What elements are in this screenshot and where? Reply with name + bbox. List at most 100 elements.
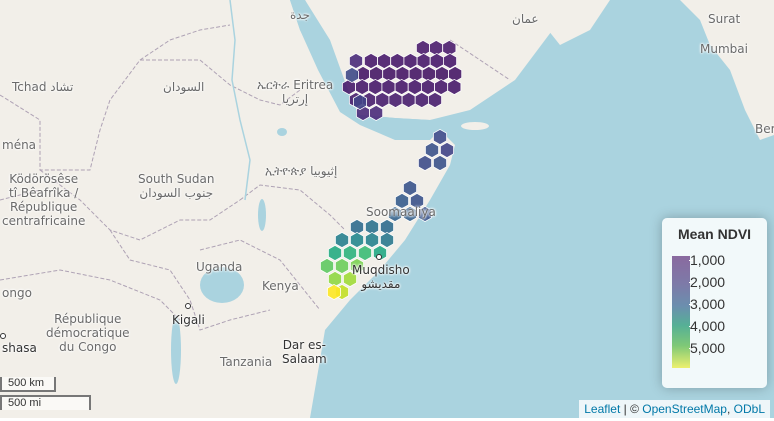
hexbin-cell[interactable] [357, 244, 373, 262]
place-label-tchad: Tchad تشاد [12, 80, 74, 94]
hexbin-cell[interactable] [348, 52, 364, 70]
gulf-of-aden [360, 115, 470, 136]
hexbin-cell[interactable] [382, 65, 397, 83]
place-label-kigali: Kigali [172, 313, 205, 327]
socotra-island [461, 122, 489, 130]
legend-tick [689, 260, 695, 261]
place-label-congo: ongo [2, 286, 32, 300]
hexbin-cell[interactable] [364, 231, 380, 249]
hexbin-cell[interactable] [402, 179, 418, 197]
hexbin-cell[interactable] [407, 78, 422, 96]
hexbin-cell[interactable] [387, 205, 403, 223]
hexbin-cell[interactable] [364, 218, 380, 236]
red-sea [290, 0, 358, 112]
osm-link[interactable]: OpenStreetMap [642, 402, 727, 416]
legend-label: 5,000 [690, 340, 726, 356]
hexbin-cell[interactable] [369, 65, 384, 83]
land-india [680, 0, 774, 140]
place-label-kinshasa: shasa [2, 341, 37, 355]
hexbin-cell[interactable] [352, 93, 368, 111]
lake-tana [277, 128, 287, 136]
hexbin-cell[interactable] [417, 205, 433, 223]
place-label-somalia: Soomaaliya [366, 205, 436, 219]
hexbin-cell[interactable] [402, 205, 418, 223]
hexbin-cell[interactable] [394, 78, 409, 96]
lake-tanganyika [171, 316, 181, 384]
hexbin-cell[interactable] [442, 52, 458, 70]
hexbin-cell[interactable] [349, 231, 365, 249]
hexbin-cell[interactable] [442, 39, 457, 57]
hexbin-cell[interactable] [394, 192, 410, 210]
hexbin-cell[interactable] [381, 78, 396, 96]
legend-tick [689, 326, 695, 327]
hexbin-cell[interactable] [439, 141, 455, 159]
hexbin-cell[interactable] [355, 78, 370, 96]
hexbin-cell[interactable] [434, 65, 450, 83]
place-label-drc: République démocratique du Congo [46, 312, 130, 354]
hexbin-cell[interactable] [415, 39, 431, 57]
hexbin-cell[interactable] [327, 244, 343, 262]
place-label-sudan: السودان [163, 80, 205, 94]
hexbin-cell[interactable] [388, 91, 403, 109]
hexbin-cell[interactable] [344, 66, 360, 84]
legend-title: Mean NDVI [677, 226, 752, 242]
place-label-surat: Surat [708, 12, 741, 26]
place-label-dar-es-salaam: Dar es- Salaam [282, 338, 327, 366]
hexbin-cell[interactable] [368, 78, 383, 96]
legend-label: 4,000 [690, 318, 726, 334]
place-label-ber: Ber [755, 122, 774, 136]
hexbin-cell[interactable] [342, 270, 358, 288]
hexbin-cell[interactable] [448, 65, 463, 83]
city-dot-mogadishu [376, 254, 382, 260]
odbl-link[interactable]: ODbL [733, 402, 765, 416]
hexbin-cell[interactable] [349, 218, 365, 236]
legend-label: 1,000 [690, 252, 726, 268]
hexbin-cell[interactable] [421, 65, 436, 83]
country-borders [0, 24, 511, 331]
legend-tick [689, 348, 695, 349]
hexbin-cell[interactable] [432, 128, 448, 146]
place-label-tanzania: Tanzania [220, 355, 273, 369]
hexbin-cell[interactable] [420, 78, 436, 96]
scale-bar-km: 500 km [0, 377, 56, 392]
place-label-ethiopia: ኢትዮጵያ إثيوبيا [265, 164, 338, 178]
hexbin-cell[interactable] [319, 257, 335, 275]
hexbin-cell[interactable] [334, 231, 350, 249]
place-label-kenya: Kenya [262, 279, 299, 293]
hexbin-cell[interactable] [375, 91, 390, 109]
hexbin-cell[interactable] [409, 192, 425, 210]
hexbin-cell[interactable] [408, 65, 423, 83]
city-dot-kigali [185, 303, 191, 309]
hexbin-cell[interactable] [327, 270, 343, 288]
hexbin-cell[interactable] [427, 91, 443, 109]
hexbin-cell[interactable] [401, 91, 416, 109]
hexbin-cell[interactable] [369, 104, 384, 122]
hexbin-cell[interactable] [424, 141, 440, 159]
land-oman [540, 0, 610, 45]
hexbin-cell[interactable] [434, 78, 449, 96]
city-dot-kinshasa [0, 333, 6, 339]
hexbin-cell[interactable] [342, 244, 358, 262]
attribution-comma: , [726, 402, 734, 416]
hexbin-cell[interactable] [447, 78, 462, 96]
hexbin-cell[interactable] [379, 231, 395, 249]
hexbin-cell[interactable] [326, 283, 342, 301]
scale-bar-mi: 500 mi [0, 395, 91, 410]
place-label-car: Ködörösêse tî Bêafrîka / République cent… [2, 172, 86, 228]
legend-tick [689, 304, 695, 305]
leaflet-link[interactable]: Leaflet [584, 402, 621, 416]
hexbin-cell[interactable] [349, 257, 365, 275]
place-label-eritrea: ኤርትራ Eritrea إرتريا [257, 78, 334, 106]
hexbin-cell[interactable] [417, 154, 433, 172]
place-label-uganda: Uganda [196, 260, 243, 274]
attribution: Leaflet | © OpenStreetMap, ODbL [579, 400, 770, 418]
hexbin-cell[interactable] [379, 218, 395, 236]
place-label-jeddah: جدة [290, 8, 311, 22]
hexbin-cell[interactable] [432, 154, 448, 172]
hexbin-cell[interactable] [334, 257, 350, 275]
place-label-oman: عمان [512, 12, 539, 26]
hexbin-cell[interactable] [395, 65, 410, 83]
hexbin-cell[interactable] [414, 91, 429, 109]
